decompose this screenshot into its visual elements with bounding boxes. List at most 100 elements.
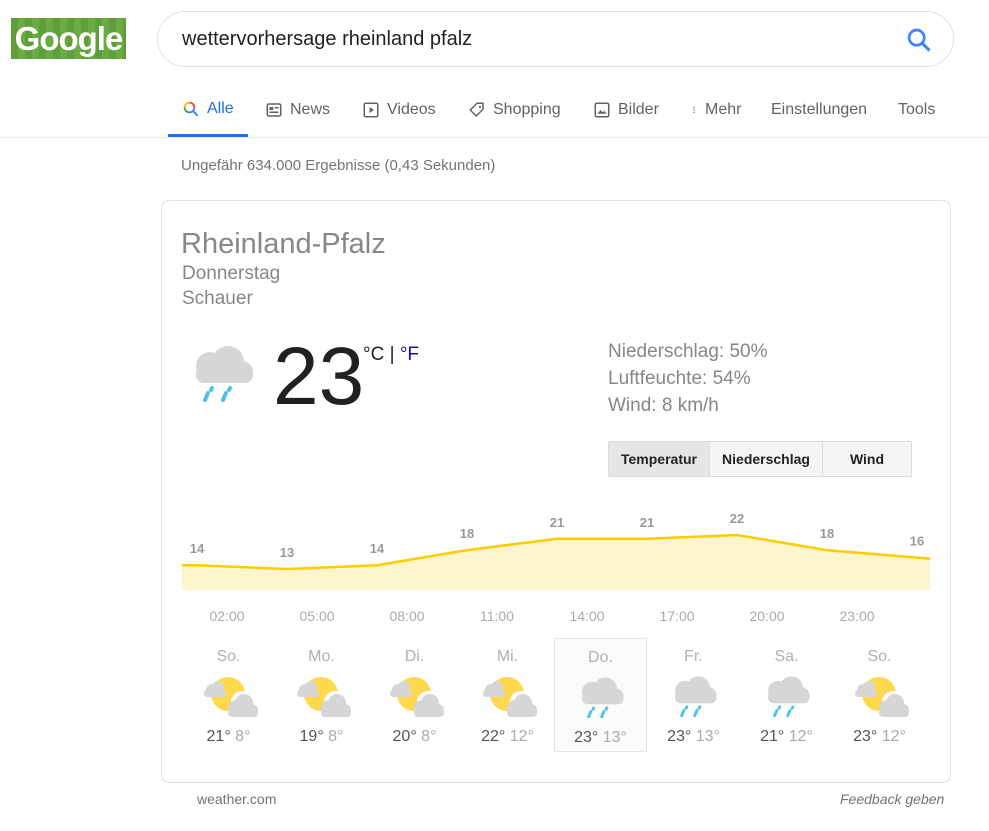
time-tick-label: 02:00 xyxy=(209,608,245,624)
forecast-day[interactable]: So. 23° 12° xyxy=(833,638,926,752)
forecast-low: 8° xyxy=(235,728,251,745)
temperature-data-label: 14 xyxy=(190,541,205,556)
forecast-low: 8° xyxy=(421,728,437,745)
partly-cloudy-icon xyxy=(849,672,911,720)
temperature-button[interactable]: Temperatur xyxy=(609,442,710,476)
forecast-day[interactable]: Mi. 22° 12° xyxy=(461,638,554,752)
result-stats: Ungefähr 634.000 Ergebnisse (0,43 Sekund… xyxy=(181,157,496,174)
google-logo[interactable]: Google xyxy=(11,18,126,59)
tab-label: Shopping xyxy=(493,101,561,118)
time-tick-label: 14:00 xyxy=(569,608,605,624)
weather-card xyxy=(161,200,951,783)
forecast-day-name: Di. xyxy=(404,648,425,665)
precipitation-detail: Niederschlag: 50% xyxy=(608,341,768,362)
temperature-data-label: 14 xyxy=(370,541,385,556)
forecast-day[interactable]: Di. 20° 8° xyxy=(368,638,461,752)
tab-label: Einstellungen xyxy=(771,101,868,118)
tab-label: Bilder xyxy=(618,101,659,118)
temperature-data-label: 21 xyxy=(550,515,564,530)
temperature-data-label: 13 xyxy=(280,545,294,560)
time-tick-label: 17:00 xyxy=(659,608,695,624)
forecast-day-name: Sa. xyxy=(774,648,799,665)
forecast-low: 13° xyxy=(695,728,720,745)
temperature-data-label: 16 xyxy=(910,534,924,549)
forecast-high: 23° xyxy=(853,728,878,745)
forecast-day[interactable]: Sa. 21° 12° xyxy=(740,638,833,752)
current-temperature: 23 xyxy=(273,331,365,422)
unit-fahrenheit-link[interactable]: °F xyxy=(399,344,420,365)
temperature-data-label: 18 xyxy=(820,526,834,541)
more-vert-icon xyxy=(690,101,698,119)
unit-celsius: °C xyxy=(363,344,385,365)
forecast-high: 22° xyxy=(481,728,506,745)
weather-condition: Schauer xyxy=(182,288,253,309)
time-tick-label: 05:00 xyxy=(299,608,335,624)
image-icon xyxy=(593,101,611,119)
forecast-low: 8° xyxy=(328,728,344,745)
tab-einstellungen[interactable]: Einstellungen xyxy=(771,88,867,137)
tab-label: Mehr xyxy=(705,101,742,118)
tab-label: Tools xyxy=(898,101,936,118)
search-input[interactable] xyxy=(182,26,882,52)
tab-label: Videos xyxy=(387,101,436,118)
rain-cloud-icon xyxy=(663,672,725,720)
wind-button[interactable]: Wind xyxy=(823,442,911,476)
forecast-day-name: So. xyxy=(867,648,892,665)
forecast-day[interactable]: So. 21° 8° xyxy=(182,638,275,752)
temperature-chart[interactable]: 14 13 14 18 21 21 22 18 16 02:00 05:00 08:00 11:00 1… xyxy=(182,500,930,630)
rain-cloud-icon xyxy=(186,340,258,406)
rain-cloud-icon xyxy=(570,673,632,721)
source-label: weather.com xyxy=(197,791,277,807)
forecast-high: 19° xyxy=(299,728,324,745)
unit-toggle: °C | °F xyxy=(363,344,419,366)
unit-separator: | xyxy=(384,344,400,365)
forecast-day[interactable]: Fr. 23° 13° xyxy=(647,638,740,752)
forecast-day-name: Mo. xyxy=(308,648,335,665)
tab-bilder[interactable]: Bilder xyxy=(593,88,659,137)
feedback-link[interactable]: Feedback geben xyxy=(840,791,945,807)
forecast-low: 12° xyxy=(881,728,906,745)
forecast-day-name: Mi. xyxy=(496,648,519,665)
temperature-line xyxy=(182,533,930,571)
forecast-day[interactable]: Mo. 19° 8° xyxy=(275,638,368,752)
temperature-area xyxy=(182,534,930,590)
tab-mehr[interactable]: Mehr xyxy=(690,88,741,137)
temperature-chart-svg: 14 13 14 18 21 21 22 18 16 xyxy=(182,511,930,590)
humidity-detail: Luftfeuchte: 54% xyxy=(608,368,751,389)
weather-day: Donnerstag xyxy=(182,263,281,284)
rain-cloud-icon xyxy=(756,672,818,720)
chart-mode-buttons: Temperatur Niederschlag Wind xyxy=(608,441,912,477)
precipitation-button[interactable]: Niederschlag xyxy=(710,442,823,476)
forecast-low: 12° xyxy=(788,728,813,745)
tab-label: Alle xyxy=(207,99,234,117)
tab-shopping[interactable]: Shopping xyxy=(468,88,561,137)
tab-alle[interactable]: Alle xyxy=(168,88,248,137)
temperature-data-label: 21 xyxy=(640,515,654,530)
tab-tools[interactable]: Tools xyxy=(898,88,935,137)
tab-news[interactable]: News xyxy=(265,88,330,137)
search-box[interactable] xyxy=(157,11,954,67)
forecast-day-name: Do. xyxy=(588,649,613,666)
tab-videos[interactable]: Videos xyxy=(362,88,436,137)
partly-cloudy-icon xyxy=(384,672,446,720)
forecast-high: 21° xyxy=(760,728,785,745)
forecast-day-name: So. xyxy=(216,648,241,665)
search-icon[interactable] xyxy=(905,26,933,54)
partly-cloudy-icon xyxy=(477,672,539,720)
forecast-low: 12° xyxy=(509,728,534,745)
tag-icon xyxy=(468,101,486,119)
time-tick-label: 08:00 xyxy=(389,608,425,624)
forecast-high: 21° xyxy=(206,728,231,745)
temperature-data-label: 22 xyxy=(730,511,744,526)
forecast-high: 20° xyxy=(392,728,417,745)
partly-cloudy-icon xyxy=(291,672,353,720)
temperature-data-label: 18 xyxy=(460,526,474,541)
time-tick-label: 20:00 xyxy=(749,608,785,624)
search-tabs: Alle News Videos Shopping Bilder Mehr Einstell… xyxy=(0,88,989,138)
tab-label: News xyxy=(290,101,331,118)
time-tick-label: 11:00 xyxy=(480,608,514,624)
forecast-day[interactable]: Do. 23° 13° xyxy=(554,638,647,752)
forecast-day-name: Fr. xyxy=(684,648,703,665)
play-icon xyxy=(362,101,380,119)
time-tick-label: 23:00 xyxy=(839,608,875,624)
